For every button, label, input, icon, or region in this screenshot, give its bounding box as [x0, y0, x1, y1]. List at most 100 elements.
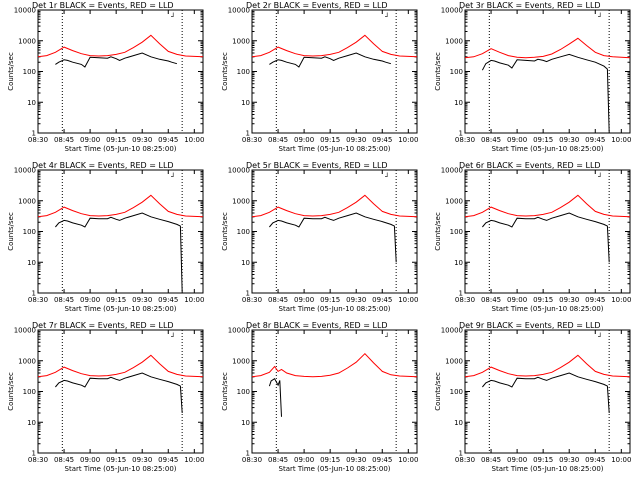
y-tick-label: 1	[32, 450, 36, 458]
y-tick-label: 100	[23, 68, 36, 76]
x-tick-label: 09:45	[372, 296, 392, 304]
y-tick-label: 1000	[232, 37, 250, 45]
legend-glyph: ┘	[171, 12, 175, 21]
y-tick-label: 10000	[441, 327, 463, 335]
x-tick-label: 09:00	[80, 456, 100, 464]
events-series-line	[268, 377, 282, 417]
detector-panel: Det 6r BLACK = Events, RED = LLD 08:30 08:…	[434, 161, 631, 313]
y-tick-label: 1000	[18, 197, 36, 205]
events-series-line	[269, 52, 392, 68]
y-tick-label: 10000	[14, 327, 36, 335]
x-tick-label: 09:00	[507, 296, 527, 304]
y-tick-label: 100	[450, 228, 463, 236]
panel-title: Det 1r BLACK = Events, RED = LLD	[32, 1, 174, 10]
x-tick-label: 08:30	[455, 136, 475, 144]
y-tick-label: 100	[23, 388, 36, 396]
x-axis-label: Start Time (05-Jun-10 08:25:00)	[492, 145, 604, 153]
y-tick-label: 1000	[445, 37, 463, 45]
y-tick-label: 10000	[14, 7, 36, 15]
x-tick-label: 10:00	[398, 456, 418, 464]
legend-glyph: ┘	[385, 172, 389, 181]
legend-glyph: ┘	[385, 12, 389, 21]
x-tick-label: 09:45	[158, 136, 178, 144]
x-tick-label: 10:00	[398, 136, 418, 144]
y-tick-label: 10	[454, 99, 463, 107]
panel-title: Det 2r BLACK = Events, RED = LLD	[246, 1, 388, 10]
detector-panel: Det 3r BLACK = Events, RED = LLD 08:30 08:…	[434, 1, 631, 153]
legend-glyph: ┘	[598, 12, 602, 21]
x-tick-label: 10:00	[611, 456, 631, 464]
x-tick-label: 09:30	[132, 296, 152, 304]
x-tick-label: 08:45	[268, 296, 288, 304]
panel-title: Det 8r BLACK = Events, RED = LLD	[246, 321, 388, 330]
x-tick-label: 09:15	[533, 296, 553, 304]
x-tick-label: 08:45	[481, 456, 501, 464]
events-series-line	[55, 372, 183, 414]
events-series-line	[55, 52, 178, 68]
events-series-line	[269, 212, 397, 263]
y-tick-label: 10	[241, 259, 250, 267]
y-tick-label: 10000	[441, 7, 463, 15]
x-tick-label: 09:30	[559, 296, 579, 304]
x-tick-label: 09:45	[585, 296, 605, 304]
panel-title: Det 6r BLACK = Events, RED = LLD	[459, 161, 601, 170]
y-tick-label: 100	[237, 68, 250, 76]
x-tick-label: 08:30	[242, 296, 262, 304]
y-tick-label: 1	[246, 450, 250, 458]
y-tick-label: 100	[450, 68, 463, 76]
x-tick-label: 09:45	[372, 456, 392, 464]
lld-series-line	[251, 194, 418, 218]
x-axis-label: Start Time (05-Jun-10 08:25:00)	[65, 145, 177, 153]
x-axis-label: Start Time (05-Jun-10 08:25:00)	[492, 305, 604, 313]
y-tick-label: 1	[32, 290, 36, 298]
y-tick-label: 10	[241, 99, 250, 107]
x-tick-label: 09:00	[294, 296, 314, 304]
x-tick-label: 09:45	[372, 136, 392, 144]
lld-series-line	[37, 34, 204, 58]
x-tick-label: 08:45	[268, 136, 288, 144]
x-tick-label: 10:00	[184, 456, 204, 464]
y-axis-label: Counts/sec	[221, 212, 229, 251]
x-tick-label: 08:45	[268, 456, 288, 464]
legend-glyph: ┘	[598, 332, 602, 341]
y-tick-label: 10000	[228, 167, 250, 175]
x-tick-label: 09:45	[585, 136, 605, 144]
events-series-line	[55, 212, 183, 294]
panel-title: Det 9r BLACK = Events, RED = LLD	[459, 321, 601, 330]
lld-series-line	[251, 352, 418, 378]
panel-title: Det 3r BLACK = Events, RED = LLD	[459, 1, 601, 10]
x-tick-label: 09:30	[132, 456, 152, 464]
x-tick-label: 08:30	[242, 136, 262, 144]
y-tick-label: 100	[23, 228, 36, 236]
x-tick-label: 08:30	[28, 456, 48, 464]
y-axis-label: Counts/sec	[221, 52, 229, 91]
y-axis-label: Counts/sec	[434, 212, 442, 251]
y-tick-label: 1	[459, 450, 463, 458]
y-tick-label: 1000	[232, 197, 250, 205]
x-tick-label: 08:45	[54, 136, 74, 144]
events-series-line	[482, 372, 610, 414]
x-tick-label: 08:45	[481, 136, 501, 144]
events-series-line	[482, 212, 610, 263]
detector-panel: Det 1r BLACK = Events, RED = LLD 08:30 08:…	[7, 1, 204, 153]
x-tick-label: 08:30	[242, 456, 262, 464]
detector-panel: Det 4r BLACK = Events, RED = LLD 08:30 08:…	[7, 161, 204, 313]
y-axis-label: Counts/sec	[221, 372, 229, 411]
x-axis-label: Start Time (05-Jun-10 08:25:00)	[279, 305, 391, 313]
y-axis-label: Counts/sec	[434, 372, 442, 411]
lld-series-line	[37, 354, 204, 378]
x-tick-label: 09:15	[106, 136, 126, 144]
x-tick-label: 10:00	[611, 136, 631, 144]
legend-glyph: ┘	[385, 332, 389, 341]
y-tick-label: 1	[32, 130, 36, 138]
x-axis-label: Start Time (05-Jun-10 08:25:00)	[492, 465, 604, 473]
lld-series-line	[464, 194, 631, 218]
x-tick-label: 09:15	[533, 136, 553, 144]
y-tick-label: 100	[237, 228, 250, 236]
x-tick-label: 09:30	[346, 296, 366, 304]
legend-glyph: ┘	[598, 172, 602, 181]
y-axis-label: Counts/sec	[7, 372, 15, 411]
y-tick-label: 1000	[232, 357, 250, 365]
x-tick-label: 08:30	[28, 296, 48, 304]
x-axis-label: Start Time (05-Jun-10 08:25:00)	[279, 145, 391, 153]
